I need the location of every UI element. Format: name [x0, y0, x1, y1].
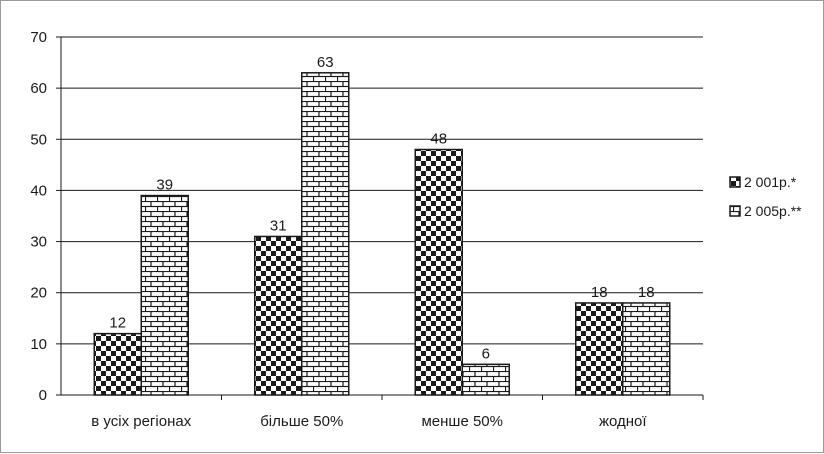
data-label: 18 — [591, 284, 608, 301]
bar-series-2 — [301, 72, 350, 396]
bar-series-2 — [461, 363, 510, 396]
legend-label: 2 005р.** — [744, 203, 802, 219]
bar-series-1 — [93, 332, 142, 396]
x-tick-label: більше 50% — [260, 413, 343, 430]
data-label: 63 — [317, 54, 334, 71]
data-label: 18 — [638, 284, 655, 301]
y-tick-label: 30 — [30, 234, 47, 251]
legend-swatch — [729, 205, 741, 217]
x-tick-label: в усіх регіонах — [91, 413, 191, 430]
bar-series-1 — [575, 302, 624, 396]
legend-swatch — [729, 176, 741, 188]
data-label: 12 — [109, 315, 126, 332]
data-label: 31 — [270, 217, 287, 234]
y-tick-label: 20 — [30, 285, 47, 302]
bar-series-2 — [622, 302, 671, 396]
bars — [93, 72, 671, 396]
x-tick-label: жодної — [599, 413, 647, 430]
y-tick-label: 50 — [30, 131, 47, 148]
data-labels: 12 39 31 63 48 6 18 18 — [109, 54, 654, 363]
data-label: 39 — [156, 177, 173, 194]
legend-label: 2 001р.* — [744, 174, 797, 190]
bar-series-1 — [414, 148, 463, 396]
bar-series-1 — [254, 235, 303, 396]
x-tick-label: менше 50% — [421, 413, 503, 430]
y-tick-label: 10 — [30, 336, 47, 353]
y-tick-label: 40 — [30, 182, 47, 199]
legend: 2 001р.* 2 005р.** — [729, 174, 802, 219]
y-tick-label: 0 — [39, 387, 47, 404]
bar-series-2 — [140, 194, 189, 396]
data-label: 6 — [482, 345, 490, 362]
y-tick-label: 70 — [30, 29, 47, 46]
y-tick-label: 60 — [30, 80, 47, 97]
data-label: 48 — [430, 131, 447, 148]
